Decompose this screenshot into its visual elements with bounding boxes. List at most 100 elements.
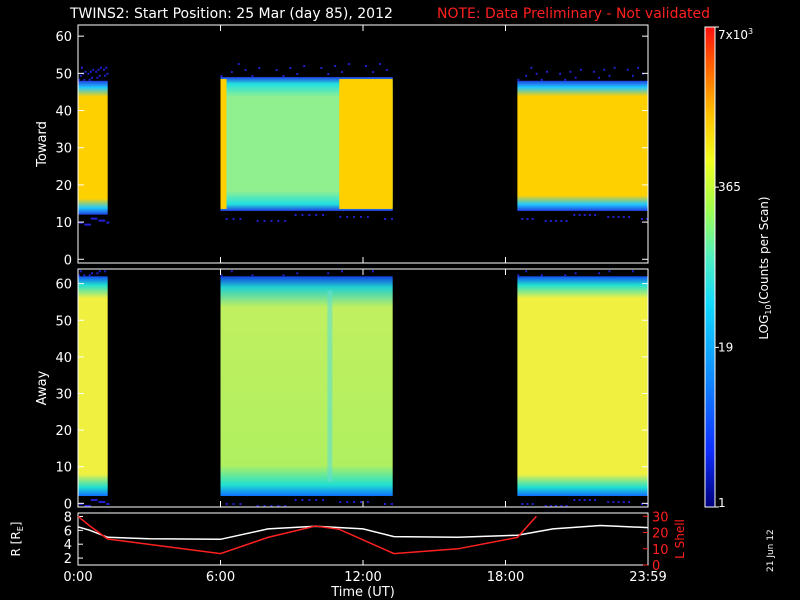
noise-dot	[353, 215, 356, 218]
noise-dot	[626, 68, 629, 71]
heatmap-panel-toward: 0 10 20 30 40 50 60 Toward	[35, 24, 649, 268]
noise-dot	[346, 501, 349, 504]
l-shell-axis-label: L Shell	[673, 519, 687, 559]
segment-band	[517, 80, 648, 211]
noise-dot	[594, 499, 597, 502]
noise-dot	[315, 499, 318, 502]
data-segment	[220, 270, 393, 508]
noise-dot	[230, 71, 233, 74]
colorbar-tick-sup: 3	[748, 27, 753, 36]
noise-dot	[102, 501, 105, 504]
noise-dot	[564, 78, 567, 81]
noise-dot	[85, 223, 88, 226]
colorbar-tick-label: 365	[718, 180, 741, 194]
noise-dot	[517, 78, 520, 81]
noise-dot	[91, 499, 94, 502]
noise-dot	[84, 70, 87, 73]
noise-dot	[569, 70, 572, 73]
segment-band	[78, 276, 108, 497]
noise-dot	[87, 223, 90, 226]
noise-dot	[559, 72, 562, 75]
noise-dot	[378, 63, 381, 66]
noise-dot	[220, 75, 223, 78]
noise-dot	[366, 501, 369, 504]
noise-dot	[232, 503, 235, 506]
noise-dot	[85, 505, 88, 508]
noise-dot	[239, 217, 242, 220]
colorbar-tick-text: 365	[718, 180, 741, 194]
noise-dot	[95, 70, 98, 73]
noise-dot	[84, 223, 87, 226]
noise-dot	[256, 219, 259, 222]
noise-dot	[282, 75, 285, 78]
noise-dot	[88, 274, 91, 277]
data-segment	[78, 270, 110, 508]
noise-dot	[81, 221, 84, 224]
noise-dot	[617, 501, 620, 504]
noise-dot	[588, 213, 591, 216]
noise-dot	[103, 219, 106, 222]
noise-dot	[98, 74, 101, 77]
noise-dot	[544, 219, 547, 222]
noise-dot	[322, 213, 325, 216]
noise-dot	[390, 217, 393, 220]
noise-dot	[588, 499, 591, 502]
noise-dot	[631, 270, 634, 273]
data-segment	[220, 63, 393, 222]
y-tick-label-right: 20	[652, 527, 669, 542]
noise-dot	[237, 63, 240, 66]
noise-dot	[573, 213, 576, 216]
noise-dot	[94, 217, 97, 220]
noise-dot	[521, 503, 524, 506]
noise-dot	[517, 274, 520, 277]
heatmap-panel-away: 0 10 20 30 40 50 60 Away	[35, 268, 649, 512]
noise-dot	[277, 219, 280, 222]
noise-dot	[296, 73, 299, 76]
noise-dot	[92, 68, 95, 71]
noise-dot	[608, 74, 611, 77]
noise-dot	[88, 505, 91, 508]
noise-dot	[88, 78, 91, 81]
noise-dot	[258, 67, 261, 70]
noise-dot	[251, 75, 254, 78]
x-tick-label: 6:00	[206, 570, 235, 585]
noise-dot	[612, 501, 615, 504]
noise-dot	[525, 74, 528, 77]
noise-dot	[607, 215, 610, 218]
colorbar-tick-label: 7x103	[718, 27, 753, 42]
noise-dot	[106, 221, 109, 224]
noise-dot	[641, 217, 644, 220]
noise-dot	[365, 65, 368, 68]
r-series-line	[77, 524, 649, 541]
noise-dot	[86, 223, 89, 226]
y-tick-label: 60	[55, 278, 72, 293]
noise-dot	[81, 503, 84, 506]
noise-dot	[256, 505, 259, 508]
l-shell-series-line	[77, 515, 537, 555]
noise-dot	[78, 503, 81, 506]
r-axis-label-end: ]	[9, 522, 23, 527]
noise-dot	[347, 63, 350, 66]
y-tick-label-left: 8	[64, 510, 72, 525]
panel-ylabel: Away	[35, 370, 50, 405]
noise-dot	[372, 71, 375, 74]
noise-dot	[308, 499, 311, 502]
y-tick-label: 20	[55, 424, 72, 439]
noise-dot	[96, 272, 99, 275]
y-tick-label-left: 6	[64, 524, 72, 539]
noise-dot	[79, 270, 82, 273]
noise-dot	[598, 76, 601, 79]
noise-dot	[80, 503, 83, 506]
noise-dot	[564, 274, 567, 277]
noise-dot	[339, 215, 342, 218]
noise-dot	[359, 501, 362, 504]
noise-dot	[637, 66, 640, 69]
noise-dot	[100, 501, 103, 504]
noise-dot	[301, 499, 304, 502]
noise-dot	[90, 217, 93, 220]
noise-dot	[107, 503, 110, 506]
noise-dot	[372, 270, 375, 273]
segment-stripe	[327, 290, 333, 483]
noise-dot	[93, 217, 96, 220]
noise-dot	[578, 213, 581, 216]
